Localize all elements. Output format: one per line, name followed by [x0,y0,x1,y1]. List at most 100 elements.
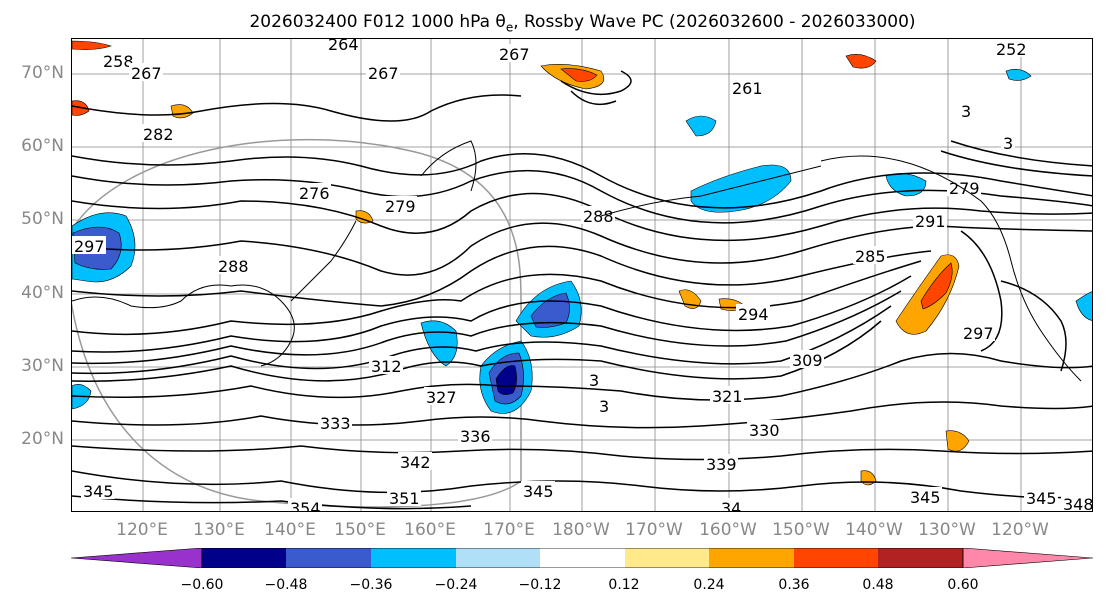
pos-blob-west-2 [170,104,194,119]
contour-label: 312 [371,357,402,376]
lon-label-170w: 170°W [625,520,683,540]
theta-e-contours [72,70,1092,510]
colorbar-tick: −0.60 [180,577,224,593]
colorbar-bin [540,548,625,568]
lon-label-130e: 130°E [193,520,245,540]
colorbar-bin [456,548,540,568]
pos-blob-arctic-east [845,54,877,69]
neg-blob-central-2-core [495,365,517,395]
map-canvas: 264 267 258 267 267 261 252 282 276 279 … [72,39,1092,512]
colorbar-bin [202,548,286,568]
coast-aleutians [600,165,822,217]
contour-label: 282 [143,125,174,144]
colorbar-svg [70,547,1094,569]
contour-label: 345 [1026,489,1057,508]
colorbar-bin [709,548,794,568]
colorbar-tick: 0.36 [778,577,810,593]
coast-alaska [820,155,1012,262]
lat-label-60n: 60°N [21,136,64,156]
contour-label: 297 [963,324,994,343]
pos-blob-arctic-west [72,40,112,50]
pos-blob-140w-south [860,470,877,486]
contour-label: 342 [400,453,431,472]
contour-label: 330 [749,421,780,440]
contour-label: 351 [389,489,420,508]
lat-label-70n: 70°N [21,63,64,83]
colorbar-tick: −0.48 [264,577,308,593]
lon-label-150w: 150°W [772,520,830,540]
contour-label: 345 [523,482,554,501]
coast-kamchatka [420,140,477,192]
contour-label: 294 [738,305,769,324]
contour-label: 3 [961,102,971,121]
contour-label: 327 [426,388,457,407]
colorbar-tick: −0.12 [518,577,562,593]
colorbar-tick: 0.48 [862,577,894,593]
contour-label: 3 [1003,134,1013,153]
lon-label-150e: 150°E [334,520,386,540]
contour-label: 291 [915,212,946,231]
positive-anomaly-fills [72,40,970,486]
lon-label-120w: 120°W [991,520,1049,540]
pos-blob-gulf-core [920,262,953,310]
pos-blob-siberia-core [560,68,598,82]
lon-label-160e: 160°E [404,520,456,540]
coast-japan [290,220,357,302]
neg-blob-160e [420,320,458,367]
pos-blob-130w-south [945,430,970,452]
contour-label: 285 [855,247,886,266]
map-panel: 264 267 258 267 267 261 252 282 276 279 … [71,38,1093,512]
neg-blob-east-coast [1075,291,1092,321]
negative-anomaly-fills [72,69,1092,414]
colorbar-tick: 0.12 [608,577,640,593]
contour-label: 3 [589,371,599,390]
contour-label: 354 [290,499,321,512]
contour-labels: 264 267 258 267 267 261 252 282 276 279 … [72,39,1092,512]
lon-label-160w: 160°W [699,520,757,540]
lon-label-120e: 120°E [116,520,168,540]
contour-label: 297 [74,237,105,256]
colorbar-tick: 0.60 [947,577,979,593]
contour-label: 267 [499,45,530,64]
contour-label: 267 [131,64,162,83]
contour-label: 252 [996,40,1027,59]
contour-label: 333 [320,414,351,433]
contour-label: 279 [949,179,980,198]
contour-label: 267 [368,64,399,83]
contour-label: 288 [218,257,249,276]
colorbar-extend-min [70,547,203,569]
lon-label-170e: 170°E [483,520,535,540]
colorbar-bin [286,548,371,568]
contour-label: 258 [103,52,134,71]
lon-label-130w: 130°W [918,520,976,540]
contour-label: 288 [583,207,614,226]
lat-label-30n: 30°N [21,356,64,376]
lat-label-40n: 40°N [21,283,64,303]
colorbar-tick: 0.24 [693,577,725,593]
colorbar-bin [625,548,709,568]
colorbar-bin [371,548,456,568]
colorbar-bin [794,548,878,568]
contour-label: 345 [910,488,941,507]
neg-blob-bering-2 [685,115,717,137]
lon-label-140w: 140°W [845,520,903,540]
lat-label-50n: 50°N [21,209,64,229]
coast-na-west [1010,260,1082,382]
contour-label: 34 [721,499,741,512]
colorbar-tick: −0.36 [349,577,393,593]
contour-label: 339 [706,455,737,474]
contour-label: 261 [732,79,763,98]
contour-label: 279 [385,197,416,216]
contour-label: 309 [792,351,823,370]
contour-label: 276 [299,184,330,203]
colorbar-bin [878,548,963,568]
neg-blob-bering-1 [690,164,792,213]
coastlines [72,140,1082,382]
radius-circle [72,138,522,508]
contour-label: 345 [83,482,114,501]
lon-label-140e: 140°E [264,520,316,540]
lon-label-180w: 180°W [552,520,610,540]
contour-label: 321 [712,387,743,406]
pos-blob-bering-sw [355,210,374,224]
map-title: 2026032400 F012 1000 hPa θe, Rossby Wave… [249,12,916,35]
